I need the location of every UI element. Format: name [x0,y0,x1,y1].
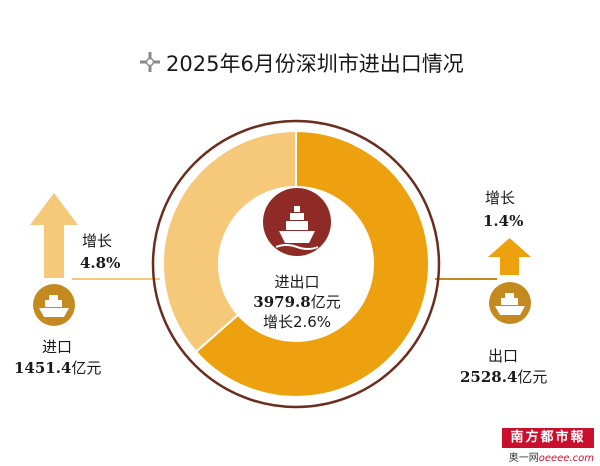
outer-ring [151,119,441,409]
export-growth-label: 增长 [485,189,515,207]
import-up-arrow-icon [30,193,78,278]
export-name: 出口 [488,347,518,365]
donut-slice-export [194,129,430,398]
publisher-watermark: 南方都市報 奥一网oeeee.com [502,428,594,464]
export-ship-icon [489,282,531,324]
cross-icon [140,52,160,72]
center-total: 3979.8亿元 [253,293,340,311]
export-value: 2528.4亿元 [460,368,547,386]
import-growth-value: 4.8% [80,254,120,272]
import-ship-icon [33,284,75,326]
import-value: 1451.4亿元 [14,359,101,377]
publisher-site: 奥一网oeeee.com [508,453,594,464]
chart-title: 2025年6月份深圳市进出口情况 [166,52,464,76]
donut-slices [162,129,430,398]
center-growth: 增长2.6% [263,313,331,331]
center-label: 进出口 [274,273,319,291]
import-growth-label: 增长 [82,232,112,250]
export-up-arrow-icon [488,238,531,275]
export-growth-value: 1.4% [483,212,523,230]
donut-slice-import [162,129,297,354]
publisher-logo: 南方都市報 [502,428,594,448]
center-ship-icon [263,188,331,256]
import-name: 进口 [42,338,72,356]
